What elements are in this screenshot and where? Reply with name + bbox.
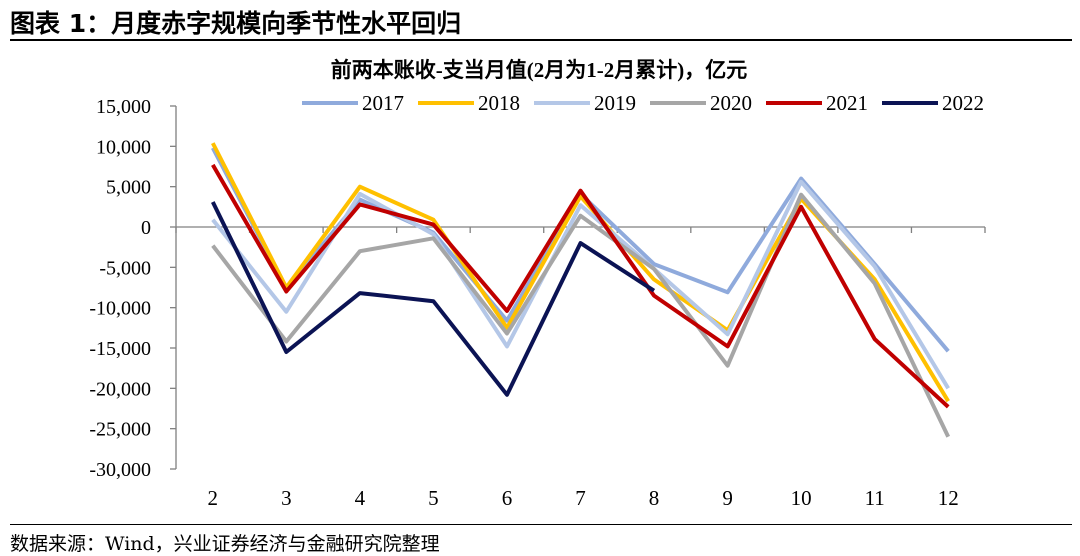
x-tick-label: 4 — [355, 486, 366, 510]
x-tick-label: 6 — [502, 486, 513, 510]
legend-label-2020: 2020 — [710, 91, 752, 115]
y-tick-label: -15,000 — [89, 338, 151, 360]
y-tick-label: 15,000 — [96, 96, 151, 118]
x-tick-label: 9 — [722, 486, 733, 510]
series-line-2022 — [211, 201, 656, 397]
x-tick-label: 2 — [208, 486, 219, 510]
source-note: 数据来源：Wind，兴业证券经济与金融研究院整理 — [10, 533, 440, 555]
chart-title: 前两本账收-支当月值(2月为1-2月累计)，亿元 — [331, 58, 747, 82]
x-tick-label: 11 — [865, 486, 885, 510]
y-axis: 15,000 10,000 5,000 0 -5,000 -10,000 -15,000 -2… — [89, 96, 177, 481]
legend-label-2018: 2018 — [478, 91, 520, 115]
series-line-2019 — [211, 179, 950, 390]
y-tick-label: 5,000 — [106, 177, 151, 199]
y-tick-label: -25,000 — [89, 419, 151, 441]
y-tick-label: 0 — [141, 217, 151, 239]
bottom-divider — [10, 524, 1072, 525]
y-tick-label: -30,000 — [89, 459, 151, 481]
y-tick-label: -5,000 — [99, 257, 151, 279]
y-tick-label: 10,000 — [96, 136, 151, 158]
x-tick-label: 3 — [281, 486, 292, 510]
figure-title: 图表 1：月度赤字规模向季节性水平回归 — [10, 9, 462, 38]
series-lines — [211, 142, 951, 438]
x-tick-label: 12 — [938, 486, 959, 510]
legend-label-2021: 2021 — [826, 91, 868, 115]
y-tick-label: -10,000 — [89, 298, 151, 320]
x-tick-label: 10 — [791, 486, 812, 510]
legend-label-2017: 2017 — [362, 91, 404, 115]
legend: 2017 2018 2019 2020 2021 2022 — [302, 91, 984, 115]
legend-label-2019: 2019 — [594, 91, 636, 115]
series-line-2021 — [211, 163, 950, 409]
y-tick-label: -20,000 — [89, 378, 151, 400]
legend-label-2022: 2022 — [942, 91, 984, 115]
x-tick-label: 8 — [649, 486, 660, 510]
x-tick-label: 7 — [575, 486, 586, 510]
series-line-2020 — [211, 192, 951, 438]
x-tick-label: 5 — [428, 486, 439, 510]
x-axis: 2 3 4 5 6 7 8 9 10 11 12 — [175, 226, 986, 510]
top-divider — [10, 39, 1072, 41]
